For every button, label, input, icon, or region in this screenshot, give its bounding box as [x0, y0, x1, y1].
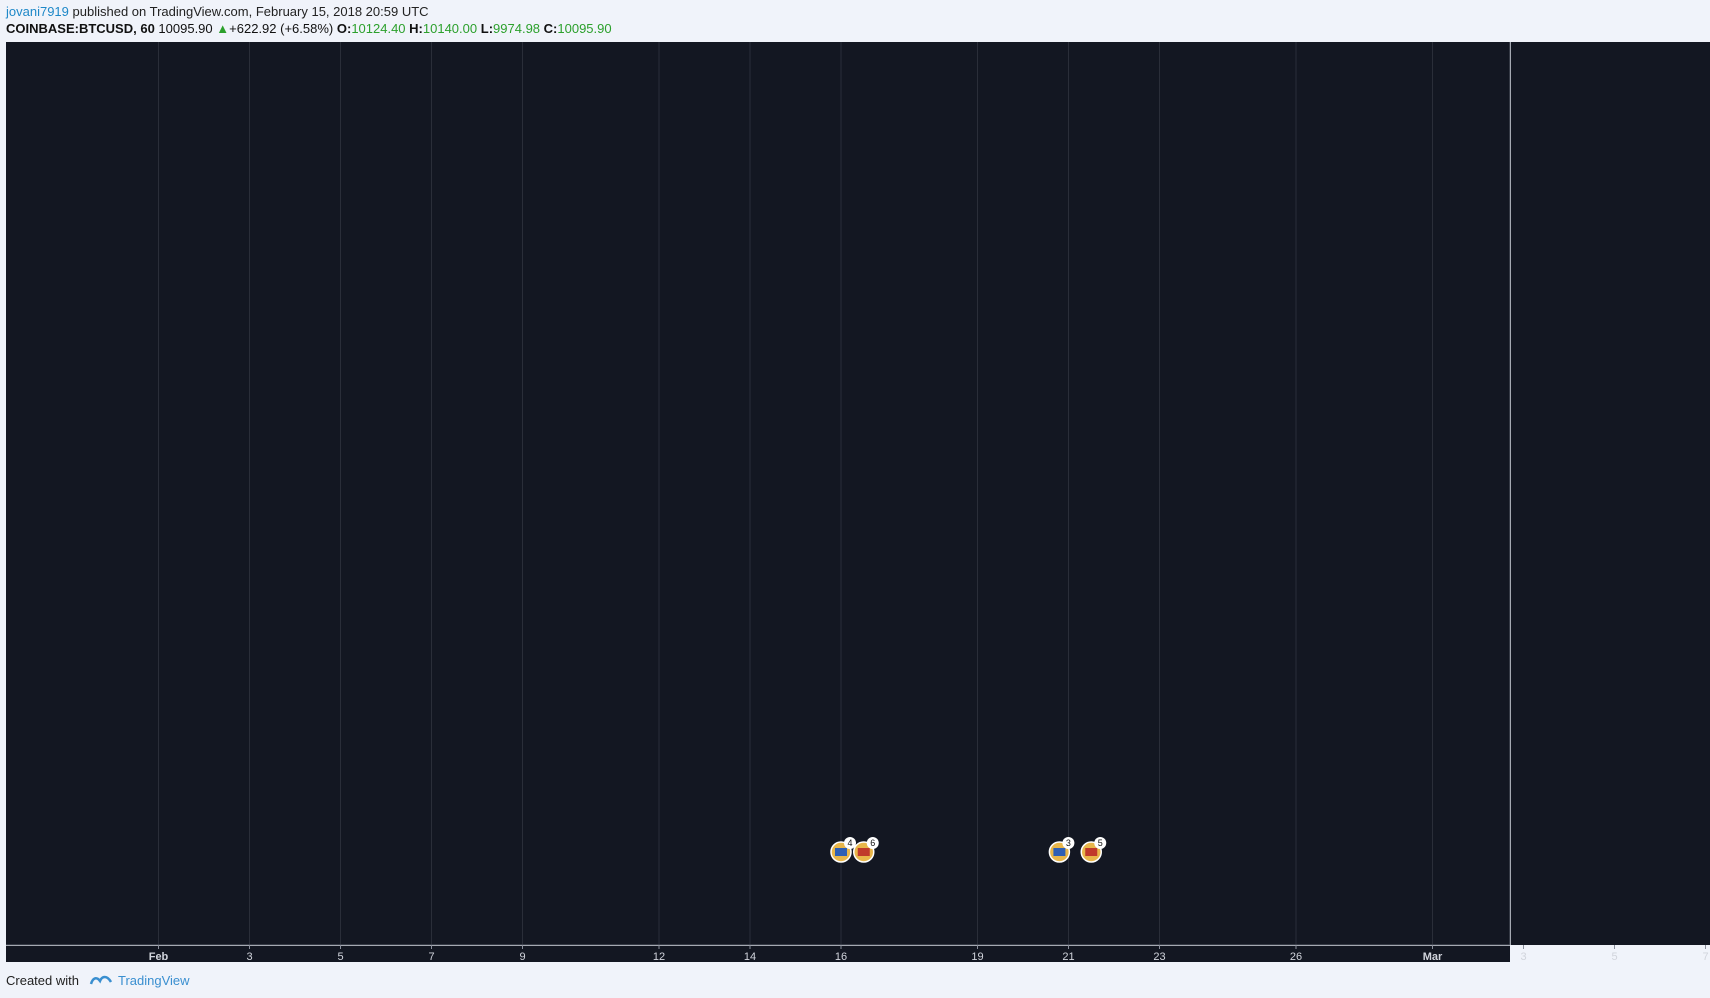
price-change: +622.92 (+6.58%): [229, 21, 334, 36]
ohlc-line: COINBASE:BTCUSD, 60 10095.90 ▲+622.92 (+…: [6, 21, 612, 36]
x-tick-label: 5: [337, 951, 343, 962]
open-value: 10124.40: [351, 21, 406, 36]
low-value: 9974.98: [493, 21, 541, 36]
price-chart[interactable]: 463513600.0013100.0012100.0011700.001130…: [0, 42, 1710, 962]
event-count-badge: [1062, 837, 1075, 849]
x-tick-label: 3: [246, 951, 252, 962]
grid: [158, 42, 1433, 945]
plot-background: [6, 42, 1510, 945]
high-label: H:: [409, 21, 423, 36]
event-markers: 4 6 3 5: [830, 837, 1107, 863]
publish-line: jovani7919 published on TradingView.com,…: [6, 4, 429, 19]
flag-stripe: [1085, 848, 1098, 856]
event-count-badge: [866, 837, 879, 849]
event-count-text: 5: [1098, 838, 1103, 848]
event-count-text: 3: [1066, 838, 1071, 848]
flag-stripe: [1053, 848, 1066, 856]
open-label: O:: [336, 21, 352, 36]
event-marker[interactable]: 4: [830, 837, 856, 863]
last-price: 10095.90: [158, 21, 213, 36]
x-tick-label: 7: [1702, 951, 1708, 962]
x-tick-label: 14: [744, 951, 756, 962]
x-tick-label: 16: [835, 951, 847, 962]
low-label: L:: [480, 21, 494, 36]
price-axis-bg: [1511, 42, 1710, 945]
up-arrow-icon: ▲: [216, 21, 230, 36]
chart-header: jovani7919 published on TradingView.com,…: [0, 0, 1710, 42]
x-tick-label: 26: [1290, 951, 1302, 962]
created-with-label: Created with: [6, 973, 79, 988]
event-count-badge: [844, 837, 856, 849]
x-tick-label: 3: [1520, 951, 1526, 962]
x-tick-label: 12: [653, 951, 665, 962]
event-count-text: 4: [847, 838, 852, 848]
time-axis-bg: [6, 946, 1510, 962]
flag-stripe: [835, 848, 847, 856]
author-link[interactable]: jovani7919: [6, 4, 69, 19]
flag-stripe: [857, 848, 870, 856]
event-count-badge: [1094, 837, 1107, 849]
event-marker[interactable]: 5: [1080, 837, 1107, 863]
symbol-label[interactable]: COINBASE:BTCUSD, 60: [6, 21, 155, 36]
close-label: C:: [543, 21, 558, 36]
x-tick-label: 21: [1062, 951, 1074, 962]
event-marker[interactable]: 3: [1048, 837, 1075, 863]
x-tick-label: 5: [1611, 951, 1617, 962]
plot-area: 4 6 3 5: [158, 42, 1433, 945]
tradingview-brand-link[interactable]: TradingView: [118, 973, 190, 988]
close-value: 10095.90: [557, 21, 612, 36]
x-tick-label: 9: [519, 951, 525, 962]
event-marker[interactable]: 6: [853, 837, 879, 863]
x-tick-label: Feb: [149, 951, 169, 962]
x-tick-labels: Feb 3 5 7 9 12 14 16 19 21 23 26 Mar 3 5 7: [149, 945, 1709, 962]
published-text: published on TradingView.com, February 1…: [72, 4, 429, 19]
footer: Created with TradingView: [0, 962, 1710, 998]
x-tick-label: 23: [1153, 951, 1165, 962]
high-value: 10140.00: [422, 21, 478, 36]
x-tick-label: 7: [428, 951, 434, 962]
x-tick-label: 19: [971, 951, 983, 962]
x-tick-label: Mar: [1423, 951, 1443, 962]
tradingview-logo-icon[interactable]: [89, 972, 113, 988]
event-count-text: 6: [870, 838, 875, 848]
